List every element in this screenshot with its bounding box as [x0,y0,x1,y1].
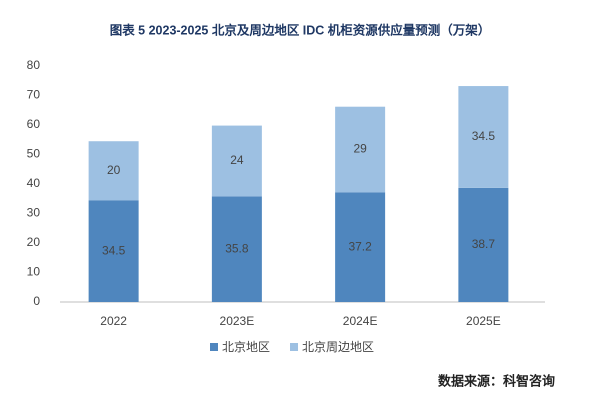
chart-title: 图表 5 2023-2025 北京及周边地区 IDC 机柜资源供应量预测（万架） [110,22,491,37]
bar [458,187,509,302]
x-tick-label: 2023E [220,314,255,328]
bar [88,200,139,302]
legend-swatch [290,343,299,351]
value-label: 34.5 [102,243,126,257]
x-tick-label: 2025E [466,314,501,328]
y-tick-label: 0 [33,294,40,308]
bar [88,141,139,201]
y-tick-label: 60 [27,117,41,131]
y-tick-label: 10 [27,265,41,279]
legend-label: 北京周边地区 [302,340,374,354]
legend-label: 北京地区 [222,340,270,354]
bar [335,192,386,302]
value-label: 38.7 [472,237,496,251]
value-label: 20 [107,163,121,177]
y-tick-label: 40 [27,176,41,190]
y-tick-label: 70 [27,88,41,102]
value-label: 37.2 [348,239,372,253]
bar [335,106,386,193]
y-tick-label: 30 [27,206,41,220]
bar [211,125,262,197]
value-label: 34.5 [472,129,496,143]
y-tick-label: 50 [27,147,41,161]
value-label: 29 [353,142,367,156]
source: 数据来源：科智咨询 [438,373,555,388]
value-label: 24 [230,153,244,167]
x-tick-label: 2024E [343,314,378,328]
bar [211,196,262,302]
value-label: 35.8 [225,241,249,255]
legend-swatch [210,343,218,351]
y-tick-label: 20 [27,235,41,249]
bar [458,86,509,188]
x-tick-label: 2022 [100,314,127,328]
y-tick-label: 80 [27,58,41,72]
